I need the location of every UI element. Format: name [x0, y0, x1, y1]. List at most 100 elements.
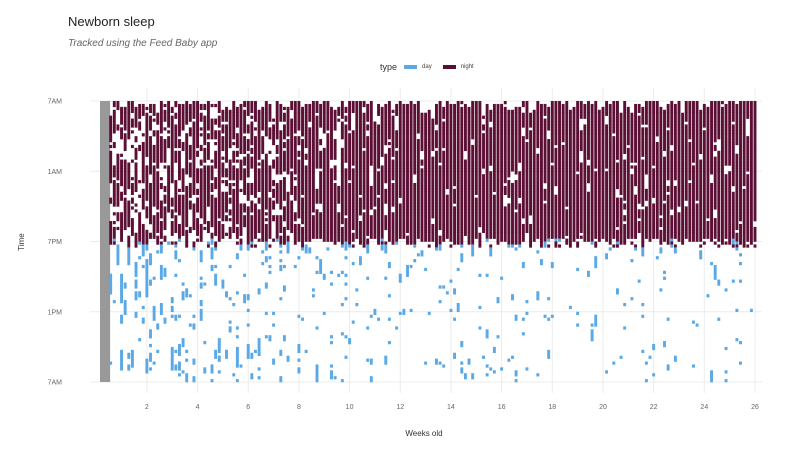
sleep-segment-night	[474, 162, 478, 166]
sleep-segment-night	[359, 127, 362, 131]
sleep-segment-night	[369, 226, 373, 231]
legend-swatch-day	[404, 65, 418, 69]
sleep-segment-night	[304, 109, 308, 114]
sleep-segment-night	[188, 118, 192, 122]
sleep-segment-night	[254, 150, 257, 154]
sleep-segment-night	[286, 115, 290, 119]
sleep-segment-night	[416, 130, 420, 134]
sleep-segment-night	[377, 162, 380, 166]
sleep-segment-night	[416, 171, 420, 175]
sleep-segment-night	[141, 194, 145, 198]
sleep-segment-night	[235, 209, 239, 213]
sleep-segment-day	[482, 355, 485, 359]
sleep-segment-night	[445, 171, 449, 175]
sleep-segment-night	[228, 165, 232, 169]
sleep-segment-night	[149, 185, 152, 190]
sleep-segment-night	[511, 144, 514, 149]
sleep-segment-night	[435, 191, 438, 195]
sleep-segment-night	[254, 101, 257, 105]
sleep-segment-night	[467, 177, 471, 181]
sleep-segment-night	[471, 150, 475, 154]
sleep-segment-night	[290, 141, 294, 146]
sleep-segment-night	[453, 121, 457, 125]
sleep-segment-night	[387, 150, 391, 154]
sleep-segment-night	[340, 136, 344, 140]
sleep-segment-night	[474, 153, 478, 157]
sleep-segment-night	[391, 226, 395, 231]
sleep-segment-night	[221, 218, 225, 222]
sleep-segment-night	[159, 150, 163, 154]
sleep-segment-night	[467, 226, 471, 231]
sleep-segment-night	[406, 215, 409, 219]
sleep-segment-night	[308, 174, 312, 178]
sleep-segment-night	[330, 171, 333, 175]
sleep-segment-night	[145, 182, 149, 187]
sleep-segment-night	[330, 121, 333, 125]
sleep-segment-night	[127, 200, 131, 204]
sleep-segment-night	[261, 141, 265, 146]
sleep-segment-day	[282, 338, 286, 342]
sleep-segment-night	[442, 174, 446, 178]
sleep-segment-night	[308, 218, 312, 222]
sleep-segment-night	[261, 168, 265, 172]
sleep-segment-night	[366, 212, 370, 216]
sleep-segment-night	[471, 153, 475, 157]
sleep-segment-day	[141, 247, 145, 251]
sleep-segment-night	[181, 226, 185, 231]
sleep-segment-night	[482, 185, 485, 190]
sleep-segment-night	[507, 130, 511, 134]
sleep-segment-night	[268, 235, 272, 239]
sleep-segment-night	[282, 144, 286, 149]
sleep-segment-night	[217, 197, 221, 201]
sleep-segment-night	[232, 130, 236, 134]
sleep-segment-night	[384, 191, 388, 195]
sleep-segment-night	[420, 197, 424, 201]
sleep-segment-night	[232, 191, 236, 195]
sleep-segment-night	[333, 235, 337, 239]
sleep-segment-day	[311, 294, 315, 298]
sleep-segment-night	[359, 209, 362, 213]
sleep-segment-night	[333, 112, 337, 116]
sleep-segment-night	[326, 206, 330, 210]
sleep-segment-night	[467, 133, 471, 137]
sleep-segment-night	[311, 165, 315, 169]
sleep-segment-night	[348, 229, 352, 234]
sleep-segment-night	[387, 136, 391, 140]
sleep-segment-night	[348, 147, 352, 152]
sleep-segment-night	[149, 109, 152, 114]
sleep-segment-night	[322, 174, 326, 178]
sleep-segment-night	[304, 206, 308, 210]
sleep-segment-night	[149, 118, 152, 122]
sleep-segment-day	[214, 355, 218, 359]
sleep-segment-night	[384, 226, 388, 231]
sleep-segment-night	[442, 238, 446, 242]
sleep-segment-night	[471, 174, 475, 178]
sleep-segment-day	[145, 358, 149, 362]
sleep-segment-night	[163, 209, 167, 213]
sleep-segment-day	[199, 285, 203, 289]
sleep-segment-day	[438, 300, 442, 304]
sleep-segment-night	[492, 121, 496, 125]
sleep-segment-night	[159, 159, 163, 163]
sleep-segment-night	[192, 124, 196, 128]
sleep-segment-night	[120, 238, 123, 242]
sleep-segment-night	[322, 159, 326, 163]
sleep-segment-night	[482, 133, 485, 137]
sleep-segment-night	[123, 180, 127, 184]
sleep-segment-day	[460, 370, 464, 374]
sleep-segment-night	[308, 191, 312, 195]
sleep-segment-night	[442, 226, 446, 231]
sleep-segment-night	[159, 144, 163, 149]
sleep-segment-night	[424, 130, 428, 134]
sleep-segment-night	[424, 177, 428, 181]
sleep-segment-night	[482, 115, 485, 119]
sleep-segment-night	[301, 133, 304, 137]
sleep-segment-night	[192, 182, 196, 187]
sleep-segment-night	[275, 218, 279, 222]
sleep-segment-night	[178, 235, 181, 239]
sleep-segment-night	[427, 200, 431, 204]
sleep-segment-night	[149, 156, 152, 160]
sleep-segment-night	[471, 180, 475, 184]
sleep-segment-night	[406, 141, 409, 146]
sleep-segment-day	[112, 238, 116, 242]
